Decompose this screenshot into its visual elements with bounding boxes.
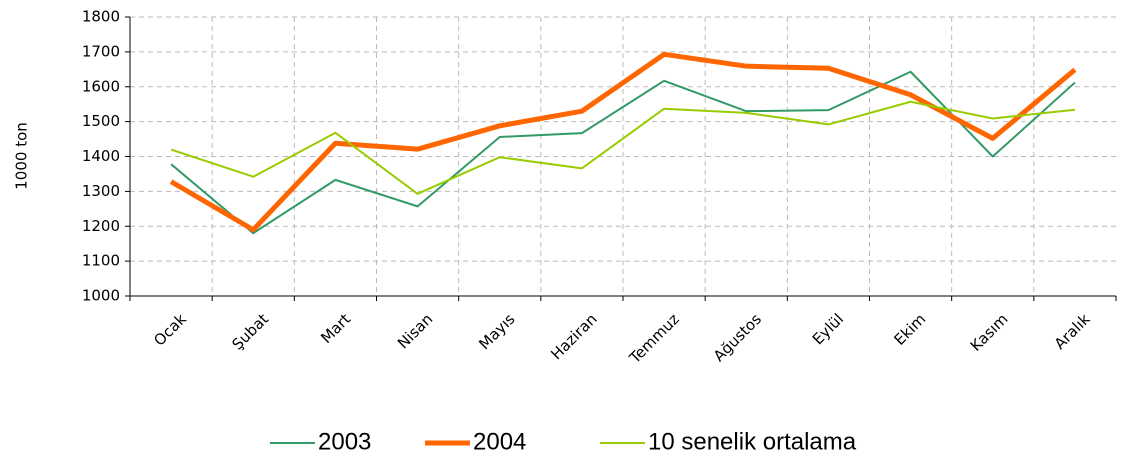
y-tick-label: 1400	[82, 147, 120, 165]
x-tick-label: Ağustos	[710, 310, 765, 365]
x-tick-label: Mayıs	[475, 310, 518, 353]
x-tick-label: Haziran	[547, 310, 600, 363]
series-line	[169, 51, 1077, 233]
y-tick-label: 1200	[82, 217, 120, 235]
y-tick-label: 1700	[82, 42, 120, 60]
legend-label: 10 senelik ortalama	[648, 428, 857, 455]
series-line	[170, 70, 1076, 235]
x-tick-label: Ocak	[150, 310, 190, 350]
y-tick-label: 1500	[82, 112, 120, 130]
x-tick-label: Nisan	[394, 310, 436, 352]
x-tick-label: Mart	[317, 310, 354, 347]
y-axis-label: 1000 ton	[13, 122, 31, 190]
y-tick-label: 1100	[82, 252, 120, 270]
x-tick-label: Kasım	[967, 310, 1012, 355]
series-line	[170, 100, 1076, 195]
y-tick-label: 1300	[82, 182, 120, 200]
x-tick-label: Temmuz	[625, 310, 683, 368]
y-tick-label: 1000	[82, 287, 120, 305]
y-tick-label: 1800	[82, 8, 120, 26]
x-tick-label: Eylül	[809, 310, 847, 348]
y-tick-label: 1600	[82, 77, 120, 95]
x-tick-label: Aralık	[1051, 310, 1094, 353]
x-tick-label: Şubat	[228, 310, 272, 354]
legend-label: 2003	[318, 428, 371, 455]
x-tick-label: Ekim	[890, 310, 929, 349]
legend-label: 2004	[473, 428, 526, 455]
